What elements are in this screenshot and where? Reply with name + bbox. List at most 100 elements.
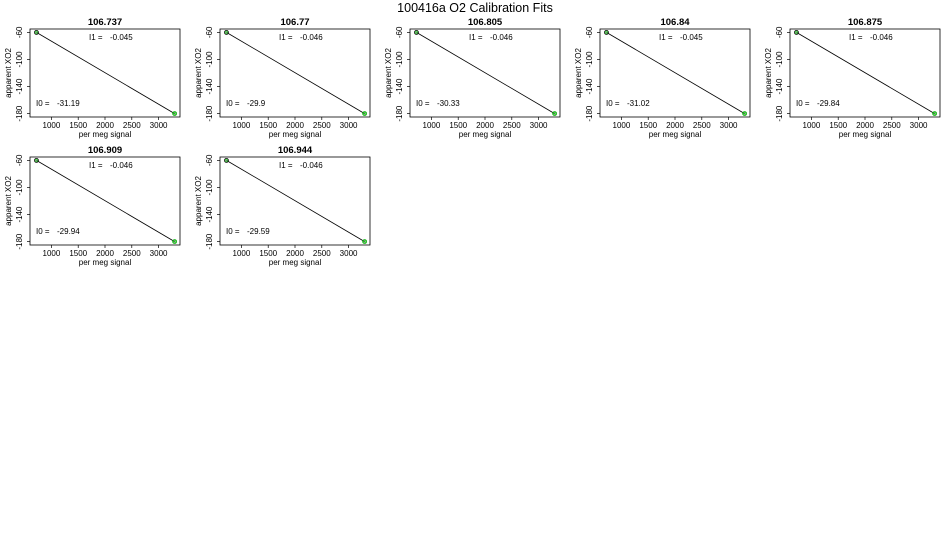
x-tick-label: 1000 — [233, 249, 251, 258]
y-tick-label: -140 — [15, 78, 24, 95]
y-tick-label: -140 — [205, 206, 214, 223]
x-tick-label: 2500 — [503, 121, 521, 130]
data-point — [362, 239, 368, 245]
y-tick-label: -140 — [585, 78, 594, 95]
y-axis-label: apparent XO2 — [764, 48, 773, 98]
panel-title: 106.944 — [278, 145, 313, 156]
y-tick-label: -100 — [15, 179, 24, 196]
y-tick-label: -140 — [775, 78, 784, 95]
i0-label: I0 = — [226, 227, 240, 236]
i1-value: -0.046 — [110, 161, 133, 170]
x-tick-label: 1500 — [259, 121, 277, 130]
fit-line — [796, 32, 935, 114]
i0-value: -29.94 — [57, 227, 80, 236]
data-point — [224, 29, 229, 35]
y-tick-label: -100 — [205, 179, 214, 196]
data-point-inner — [794, 30, 798, 34]
y-tick-label: -60 — [15, 154, 24, 166]
y-tick-label: -60 — [15, 26, 24, 38]
data-point — [414, 29, 419, 35]
i0-label: I0 = — [416, 99, 430, 108]
x-tick-label: 1500 — [259, 249, 277, 258]
y-tick-label: -100 — [775, 51, 784, 68]
i0-value: -30.33 — [437, 99, 460, 108]
x-tick-label: 1500 — [829, 121, 847, 130]
y-tick-label: -100 — [15, 51, 24, 68]
data-point-inner — [743, 112, 747, 116]
x-tick-label: 1500 — [69, 121, 87, 130]
x-tick-label: 3000 — [530, 121, 548, 130]
calibration-panel: 106.875 1000 1500 2000 2500 3000 per meg signa… — [764, 17, 941, 139]
y-axis-label: apparent XO2 — [194, 176, 203, 226]
x-axis-label: per meg signal — [269, 258, 322, 267]
x-tick-label: 2000 — [856, 121, 874, 130]
x-tick-label: 2500 — [123, 121, 141, 130]
data-point — [742, 111, 748, 117]
x-tick-label: 2000 — [286, 121, 304, 130]
y-axis-label: apparent XO2 — [384, 48, 393, 98]
data-point — [224, 157, 229, 163]
panel-title: 106.875 — [848, 17, 883, 28]
i1-value: -0.045 — [680, 33, 703, 42]
data-point-inner — [604, 30, 608, 34]
i0-value: -29.84 — [817, 99, 840, 108]
data-point-inner — [34, 30, 38, 34]
x-tick-label: 3000 — [340, 121, 358, 130]
x-tick-label: 1000 — [613, 121, 631, 130]
x-axis-label: per meg signal — [79, 130, 132, 139]
data-point — [172, 239, 178, 245]
data-point-inner — [34, 158, 38, 162]
i0-label: I0 = — [226, 99, 240, 108]
x-tick-label: 2000 — [96, 249, 114, 258]
data-point-inner — [933, 112, 937, 116]
calibration-panel: 106.77 1000 1500 2000 2500 3000 per meg signal… — [194, 17, 371, 139]
i0-value: -29.59 — [247, 227, 270, 236]
i1-label: I1 = — [469, 33, 483, 42]
y-tick-label: -180 — [15, 105, 24, 122]
x-tick-label: 2500 — [313, 121, 331, 130]
data-point — [172, 111, 178, 117]
y-tick-label: -180 — [15, 233, 24, 250]
y-tick-label: -100 — [585, 51, 594, 68]
calibration-panel: 106.84 1000 1500 2000 2500 3000 per meg signal… — [574, 17, 751, 139]
y-tick-label: -140 — [15, 206, 24, 223]
i0-label: I0 = — [36, 99, 50, 108]
i0-label: I0 = — [606, 99, 620, 108]
x-tick-label: 1000 — [43, 121, 61, 130]
i0-value: -31.19 — [57, 99, 80, 108]
panel-title: 106.84 — [660, 17, 690, 28]
y-tick-label: -60 — [775, 26, 784, 38]
calibration-panel: 106.909 1000 1500 2000 2500 3000 per meg signa… — [4, 145, 181, 267]
x-tick-label: 1500 — [639, 121, 657, 130]
calibration-panel: 106.737 1000 1500 2000 2500 3000 per meg signa… — [4, 17, 181, 139]
x-tick-label: 3000 — [910, 121, 928, 130]
y-axis-label: apparent XO2 — [194, 48, 203, 98]
y-tick-label: -180 — [585, 105, 594, 122]
y-tick-label: -180 — [205, 233, 214, 250]
data-point-inner — [363, 112, 367, 116]
fit-line — [606, 32, 745, 114]
data-point — [604, 29, 609, 35]
i1-label: I1 = — [659, 33, 673, 42]
x-axis-label: per meg signal — [269, 130, 322, 139]
data-point — [34, 29, 39, 35]
i1-value: -0.046 — [490, 33, 513, 42]
i0-value: -31.02 — [627, 99, 650, 108]
calibration-panel: 106.944 1000 1500 2000 2500 3000 per meg signa… — [194, 145, 371, 267]
data-point-inner — [224, 158, 228, 162]
i1-value: -0.045 — [110, 33, 133, 42]
x-axis-label: per meg signal — [649, 130, 702, 139]
i1-label: I1 = — [279, 161, 293, 170]
data-point-inner — [224, 30, 228, 34]
data-point — [552, 111, 558, 117]
x-tick-label: 2000 — [96, 121, 114, 130]
i1-value: -0.046 — [300, 161, 323, 170]
x-tick-label: 3000 — [150, 249, 168, 258]
calibration-panel: 106.805 1000 1500 2000 2500 3000 per meg signa… — [384, 17, 561, 139]
i1-label: I1 = — [849, 33, 863, 42]
x-tick-label: 2500 — [123, 249, 141, 258]
i1-label: I1 = — [89, 161, 103, 170]
x-tick-label: 2500 — [313, 249, 331, 258]
i0-label: I0 = — [36, 227, 50, 236]
x-tick-label: 2000 — [476, 121, 494, 130]
